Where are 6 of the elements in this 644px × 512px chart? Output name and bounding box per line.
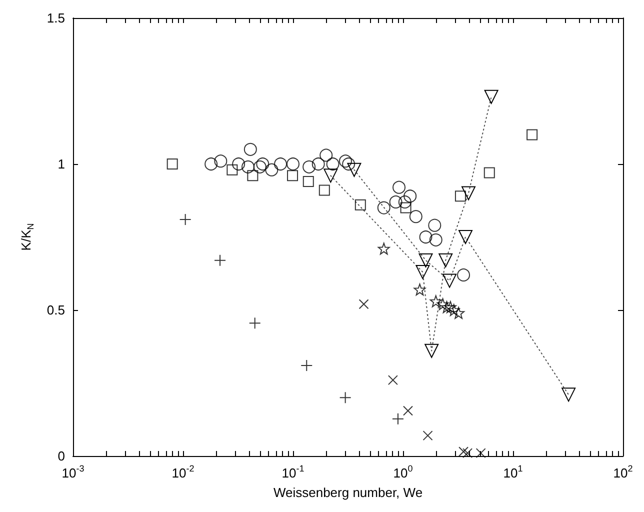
x-axis-title: Weissenberg number, We (273, 485, 423, 500)
y-tick-label: 0.5 (46, 302, 65, 318)
y-axis-title: K/KN (18, 223, 36, 251)
y-tick-label: 0 (58, 448, 65, 464)
y-tick-label: 1 (58, 156, 65, 172)
y-tick-label: 1.5 (46, 10, 65, 26)
